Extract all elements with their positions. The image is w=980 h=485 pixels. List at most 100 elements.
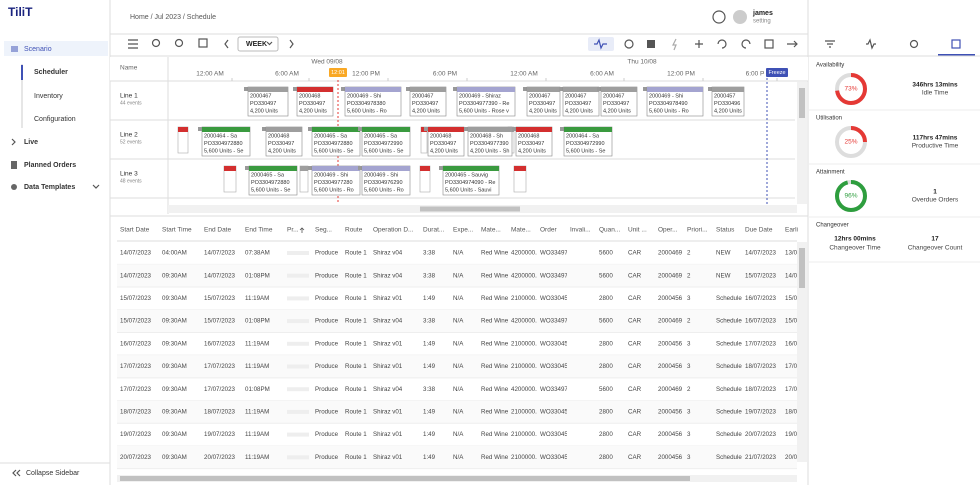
- cell: 3:38: [423, 250, 436, 257]
- grid-icon[interactable]: [647, 40, 655, 48]
- cell-text: 20/0: [785, 454, 798, 461]
- pulse-tab[interactable]: [866, 38, 876, 50]
- nav-sub-item[interactable]: Scheduler: [34, 69, 68, 76]
- avatar[interactable]: [733, 10, 747, 24]
- column-header[interactable]: Earli: [785, 227, 798, 234]
- h-thumb[interactable]: [420, 206, 520, 212]
- column-header[interactable]: Mate...: [481, 227, 501, 234]
- undo[interactable]: [717, 39, 727, 49]
- nav-item[interactable]: Planned Orders: [24, 162, 76, 169]
- collapse-sidebar[interactable]: Collapse Sidebar: [26, 470, 80, 477]
- cell: 2100000.: [511, 340, 537, 347]
- cell-text: 07:38AM: [245, 250, 270, 257]
- nav-item[interactable]: Live: [24, 139, 38, 146]
- help-icon[interactable]: [712, 10, 726, 24]
- cell: Route 1: [345, 340, 367, 347]
- cell: 09:30AM: [162, 340, 187, 347]
- column-header[interactable]: Invali...: [570, 227, 591, 234]
- cell-text: 2: [687, 386, 691, 393]
- v-thumb[interactable]: [799, 88, 805, 118]
- cell: Produce: [315, 363, 339, 370]
- view-label[interactable]: WEEK: [246, 41, 267, 48]
- cell-text: 3:38: [423, 318, 436, 325]
- column-header[interactable]: Unit ...: [628, 227, 647, 234]
- cell: 17/0: [785, 386, 797, 393]
- column-header[interactable]: Status: [716, 227, 735, 234]
- zoom-out[interactable]: [174, 38, 184, 48]
- cell-text: 1:49: [423, 340, 436, 347]
- cell: 09:30AM: [162, 272, 187, 279]
- cell-text: 2000469: [658, 318, 683, 325]
- event-text: 2000469 - Shi: [347, 93, 381, 99]
- event-text: PO3304972880: [251, 180, 290, 186]
- event-bar-header: [647, 87, 703, 92]
- add[interactable]: [695, 40, 703, 48]
- cell-text: Schedule: [716, 431, 742, 438]
- orders-icon: [11, 161, 17, 169]
- cell-text: 15/07/2023: [120, 318, 152, 325]
- column-header[interactable]: Operation D...: [373, 227, 414, 234]
- templates-chevron[interactable]: [92, 184, 100, 189]
- settings-tab[interactable]: [909, 39, 919, 49]
- menu-icon[interactable]: [128, 39, 138, 49]
- cell-text: 18/07/2023: [204, 409, 236, 416]
- calendar[interactable]: [198, 38, 208, 48]
- nav-item[interactable]: Data Templates: [24, 184, 75, 191]
- column-header[interactable]: Priori...: [687, 227, 708, 234]
- cell: 14/07/2023: [745, 250, 777, 257]
- pulse-btn[interactable]: [588, 37, 614, 51]
- column-header[interactable]: Seg...: [315, 227, 332, 234]
- view-select[interactable]: [237, 36, 279, 52]
- table-v-scroll[interactable]: [797, 242, 807, 462]
- column-header[interactable]: Due Date: [745, 227, 773, 234]
- table-v-thumb[interactable]: [799, 248, 805, 288]
- scenario-icon: [11, 46, 18, 52]
- cell: N/A: [453, 340, 464, 347]
- cell-text: Red Wine: [481, 340, 509, 347]
- next[interactable]: [289, 39, 294, 49]
- cell-text: Produce: [315, 295, 339, 302]
- save[interactable]: [764, 39, 774, 49]
- column-header[interactable]: Expe...: [453, 227, 473, 234]
- refresh[interactable]: [624, 39, 634, 49]
- nav-sub-item[interactable]: Configuration: [34, 116, 76, 123]
- column-header[interactable]: Route: [345, 227, 363, 234]
- cell-text: 17/0: [785, 363, 798, 370]
- cell: 2000456: [658, 454, 683, 461]
- event-text: 5,600 Units - Ro: [314, 187, 354, 193]
- column-header[interactable]: Mate...: [511, 227, 531, 234]
- column-header[interactable]: End Date: [204, 227, 231, 234]
- stat-label: Changeover Time: [829, 245, 881, 252]
- column-header[interactable]: Quan...: [599, 227, 621, 234]
- cell-text: 3: [687, 295, 691, 302]
- collapse-icon[interactable]: [12, 469, 21, 477]
- cell: 4200000.: [511, 272, 537, 279]
- column-header[interactable]: Start Time: [162, 227, 192, 234]
- cell: WO33045: [540, 431, 567, 438]
- nav-sub-item[interactable]: Inventory: [34, 93, 63, 100]
- column-header[interactable]: End Time: [245, 227, 273, 234]
- column-header[interactable]: Start Date: [120, 227, 150, 234]
- arrow[interactable]: [787, 40, 798, 48]
- column-header[interactable]: Order: [540, 227, 557, 234]
- column-header[interactable]: Oper...: [658, 227, 678, 234]
- column-header[interactable]: Durat...: [423, 227, 445, 234]
- cell-text: 15/0: [785, 295, 798, 302]
- cell-text: 09:30AM: [162, 318, 187, 325]
- cell: 1:49: [423, 340, 436, 347]
- redo[interactable]: [741, 39, 751, 49]
- donut-arc: [835, 126, 867, 158]
- stats-tab[interactable]: [951, 39, 961, 49]
- event-bar-header: [457, 87, 515, 92]
- column-header[interactable]: Pr...: [287, 227, 299, 234]
- event-text: 2000469 - Shi: [314, 172, 348, 178]
- prev[interactable]: [224, 39, 229, 49]
- nav-item[interactable]: Scenario: [24, 46, 52, 53]
- event-text: 5,600 Units - Se: [314, 148, 353, 154]
- v-scroll[interactable]: [797, 82, 807, 204]
- filter-tab[interactable]: [825, 40, 835, 48]
- flash[interactable]: [672, 38, 677, 51]
- table-h-thumb[interactable]: [120, 476, 690, 481]
- zoom-in[interactable]: [151, 38, 161, 48]
